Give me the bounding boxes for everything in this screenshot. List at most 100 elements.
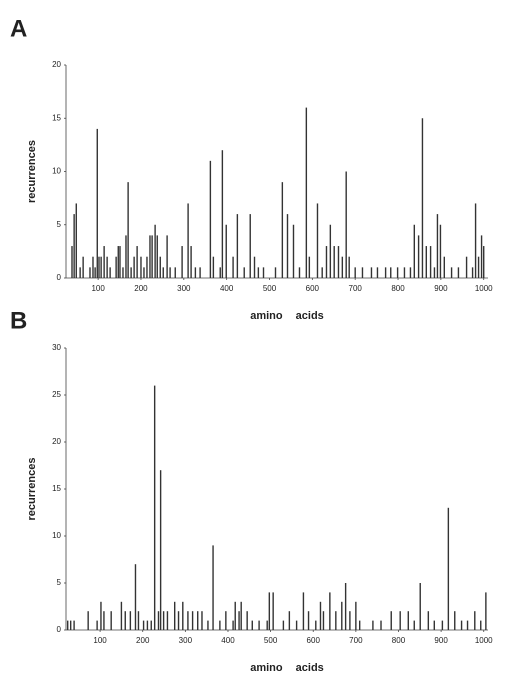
bar — [396, 267, 399, 278]
x-tick-label: 500 — [263, 284, 277, 293]
bar — [173, 601, 176, 630]
bar — [358, 620, 361, 630]
bar — [413, 620, 415, 630]
bar — [71, 246, 73, 278]
bar — [483, 246, 485, 278]
bar — [166, 611, 169, 630]
bar — [427, 611, 430, 630]
bar — [403, 267, 406, 278]
x-tick-label: 300 — [179, 636, 193, 645]
bar — [236, 214, 239, 278]
bar — [390, 267, 392, 278]
bar — [103, 246, 105, 278]
bar — [337, 246, 340, 278]
bar — [298, 267, 301, 278]
bar — [246, 611, 248, 630]
bar — [187, 203, 189, 278]
x-tick-label: 600 — [307, 636, 321, 645]
bar — [417, 235, 420, 278]
bar — [322, 611, 325, 630]
bar — [399, 611, 401, 630]
bar — [344, 583, 347, 630]
bar — [100, 601, 102, 630]
bar — [174, 267, 176, 278]
bar — [69, 620, 72, 630]
bar — [232, 256, 234, 278]
bar — [308, 256, 311, 278]
x-axis-label: amino acids — [250, 310, 324, 322]
bar — [380, 620, 382, 630]
bar — [89, 267, 91, 278]
x-tick-label: 900 — [434, 636, 448, 645]
bar — [177, 611, 180, 630]
bar — [119, 246, 121, 278]
bar — [169, 267, 171, 278]
bar — [209, 160, 212, 278]
x-tick-label: 800 — [391, 284, 405, 293]
bar — [370, 267, 373, 278]
bar — [197, 611, 199, 630]
y-tick-label: 30 — [52, 343, 61, 352]
panel-label: A — [10, 15, 27, 42]
bar — [281, 182, 284, 278]
bar — [447, 507, 450, 630]
bar — [249, 214, 251, 278]
bar — [221, 150, 224, 278]
bar — [201, 611, 203, 630]
bar — [316, 203, 319, 278]
bar — [335, 611, 337, 630]
bar — [321, 267, 323, 278]
y-tick-label: 0 — [57, 273, 62, 282]
bar — [282, 620, 285, 630]
bar — [122, 267, 124, 278]
bar — [302, 592, 305, 630]
x-tick-label: 1000 — [475, 284, 493, 293]
bar — [142, 620, 145, 630]
bar — [96, 620, 98, 630]
bar — [480, 620, 482, 630]
bar — [181, 246, 183, 278]
bar — [191, 611, 194, 630]
bar — [295, 620, 298, 630]
bar — [106, 256, 108, 278]
bar — [159, 256, 161, 278]
bar — [133, 256, 135, 278]
bar — [87, 611, 89, 630]
bar — [124, 611, 126, 630]
bar — [292, 224, 295, 278]
x-tick-label: 500 — [264, 636, 278, 645]
bar — [268, 592, 271, 630]
bar — [234, 601, 236, 630]
bar — [433, 267, 436, 278]
bar — [98, 256, 100, 278]
bar — [441, 620, 444, 630]
bar — [325, 246, 328, 278]
bar — [73, 620, 75, 630]
bar — [474, 611, 476, 630]
x-tick-label: 200 — [134, 284, 148, 293]
y-tick-label: 0 — [57, 625, 62, 634]
bar — [146, 256, 148, 278]
bar — [134, 564, 137, 630]
bar — [73, 214, 75, 278]
bar — [407, 611, 409, 630]
bar — [421, 118, 424, 278]
bar — [92, 256, 94, 278]
bar — [390, 611, 392, 630]
bar — [94, 267, 96, 278]
bar — [485, 592, 487, 630]
bar — [159, 470, 162, 630]
bar — [466, 620, 469, 630]
x-tick-label: 700 — [349, 636, 363, 645]
bar — [162, 267, 164, 278]
bar — [225, 611, 227, 630]
x-tick-label: 300 — [177, 284, 191, 293]
bar — [315, 620, 317, 630]
bar — [154, 224, 156, 278]
bar — [361, 267, 364, 278]
bar — [251, 620, 253, 630]
x-tick-label: 800 — [392, 636, 406, 645]
bar — [439, 224, 442, 278]
bar — [67, 620, 69, 630]
